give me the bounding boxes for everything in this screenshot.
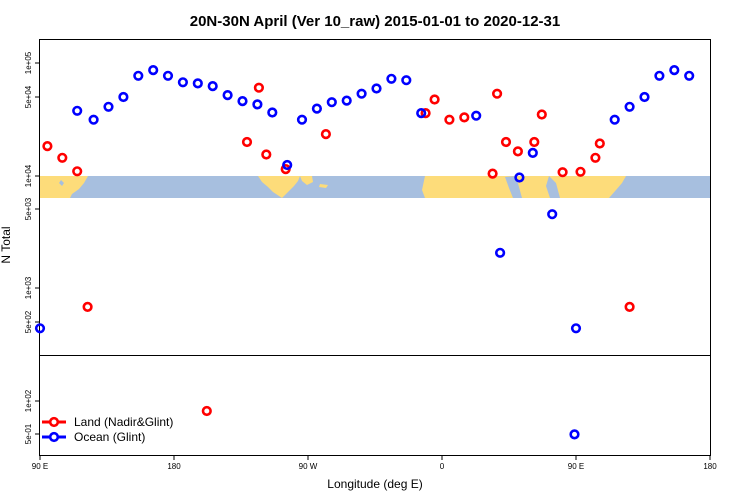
land-point: [500, 136, 512, 148]
land-point: [536, 109, 547, 120]
lower-y-axis: 5e-01 1e+02: [24, 389, 40, 444]
middle-y-tick-label: 5e+02: [24, 310, 33, 333]
land-point: [459, 112, 470, 123]
upper-y-tick-label: 5e+04: [24, 85, 33, 108]
x-tick-label: 180: [167, 462, 181, 471]
land-point: [492, 88, 503, 99]
land-point: [487, 168, 498, 179]
ocean-point: [72, 105, 83, 116]
land-point: [201, 405, 212, 417]
lower-y-tick-label: 5e-01: [24, 423, 33, 444]
ocean-point: [326, 97, 337, 108]
upper-y-axis: 1e+04 5e+04 1e+05: [24, 51, 40, 187]
ocean-point: [386, 73, 397, 84]
land-point: [320, 129, 332, 140]
ocean-point: [356, 88, 367, 99]
middle-y-axis: 5e+02 1e+03 5e+03: [24, 197, 40, 333]
ocean-point: [624, 101, 635, 112]
ocean-point: [371, 83, 382, 94]
ocean-point: [609, 114, 620, 125]
plot-frame: [39, 39, 711, 456]
land-point: [82, 301, 93, 313]
ocean-point: [341, 95, 352, 106]
ocean-point: [282, 159, 293, 171]
ocean-point: [252, 99, 263, 110]
ocean-point: [471, 110, 482, 121]
land-point: [42, 141, 53, 152]
land-point: [575, 166, 586, 177]
legend-label-land: Land (Nadir&Glint): [74, 415, 173, 429]
land-point: [590, 152, 601, 163]
ocean-point: [267, 107, 278, 118]
land-point: [529, 136, 540, 148]
x-tick-label: 180: [703, 462, 717, 471]
land-point: [253, 82, 264, 93]
ocean-point: [177, 77, 188, 88]
middle-y-tick-label: 5e+03: [24, 197, 33, 220]
data-points: [34, 64, 695, 440]
middle-y-tick-label: 1e+03: [24, 276, 33, 299]
ocean-point: [88, 114, 99, 125]
ocean-point: [222, 89, 233, 101]
legend-marker-ocean: [48, 431, 60, 443]
land-point: [444, 114, 455, 125]
land-point: [512, 146, 524, 157]
ocean-point: [495, 247, 506, 258]
ocean-point: [207, 80, 218, 92]
x-axis: 90 E 180 90 W 0 90 E 180: [32, 455, 717, 471]
ocean-point: [148, 64, 159, 76]
ocean-point: [118, 91, 129, 103]
land-point: [420, 107, 431, 119]
land-point: [594, 138, 605, 149]
x-tick-label: 90 W: [299, 462, 318, 471]
ocean-point: [416, 107, 427, 119]
ocean-point: [654, 70, 665, 81]
x-axis-label: Longitude (deg E): [327, 477, 422, 491]
lower-y-tick-label: 1e+02: [24, 389, 33, 412]
ocean-point: [514, 172, 525, 183]
ocean-point: [684, 70, 695, 81]
upper-y-tick-label: 1e+04: [24, 164, 33, 187]
ocean-point: [570, 323, 582, 334]
ocean-point: [547, 209, 558, 220]
ocean-point: [162, 70, 174, 81]
land-point: [261, 149, 272, 160]
ocean-point: [192, 78, 203, 89]
ocean-point: [527, 147, 538, 158]
ocean-point: [669, 64, 680, 76]
ocean-point: [296, 114, 308, 125]
ocean-point: [34, 323, 46, 334]
land-point: [57, 152, 68, 163]
land-point: [72, 166, 83, 177]
ocean-point: [103, 101, 114, 112]
legend-label-ocean: Ocean (Glint): [74, 430, 145, 444]
ocean-point: [639, 91, 650, 103]
y-axis-label: N Total: [0, 226, 13, 263]
x-tick-label: 90 E: [32, 462, 48, 471]
land-point: [429, 94, 440, 105]
legend: Land (Nadir&Glint) Ocean (Glint): [42, 415, 173, 444]
x-tick-label: 0: [440, 462, 445, 471]
ocean-point: [237, 95, 248, 107]
ocean-point: [569, 429, 580, 440]
ocean-point: [311, 103, 323, 114]
ocean-point: [133, 70, 144, 81]
land-point: [557, 167, 568, 178]
legend-marker-land: [48, 416, 60, 428]
world-map-strip: [40, 176, 710, 198]
upper-y-tick-label: 1e+05: [24, 51, 33, 74]
x-tick-label: 90 E: [568, 462, 584, 471]
land-point: [624, 301, 635, 313]
ocean-point: [401, 75, 412, 86]
land-point: [241, 136, 253, 148]
chart-title: 20N-30N April (Ver 10_raw) 2015-01-01 to…: [190, 13, 560, 30]
